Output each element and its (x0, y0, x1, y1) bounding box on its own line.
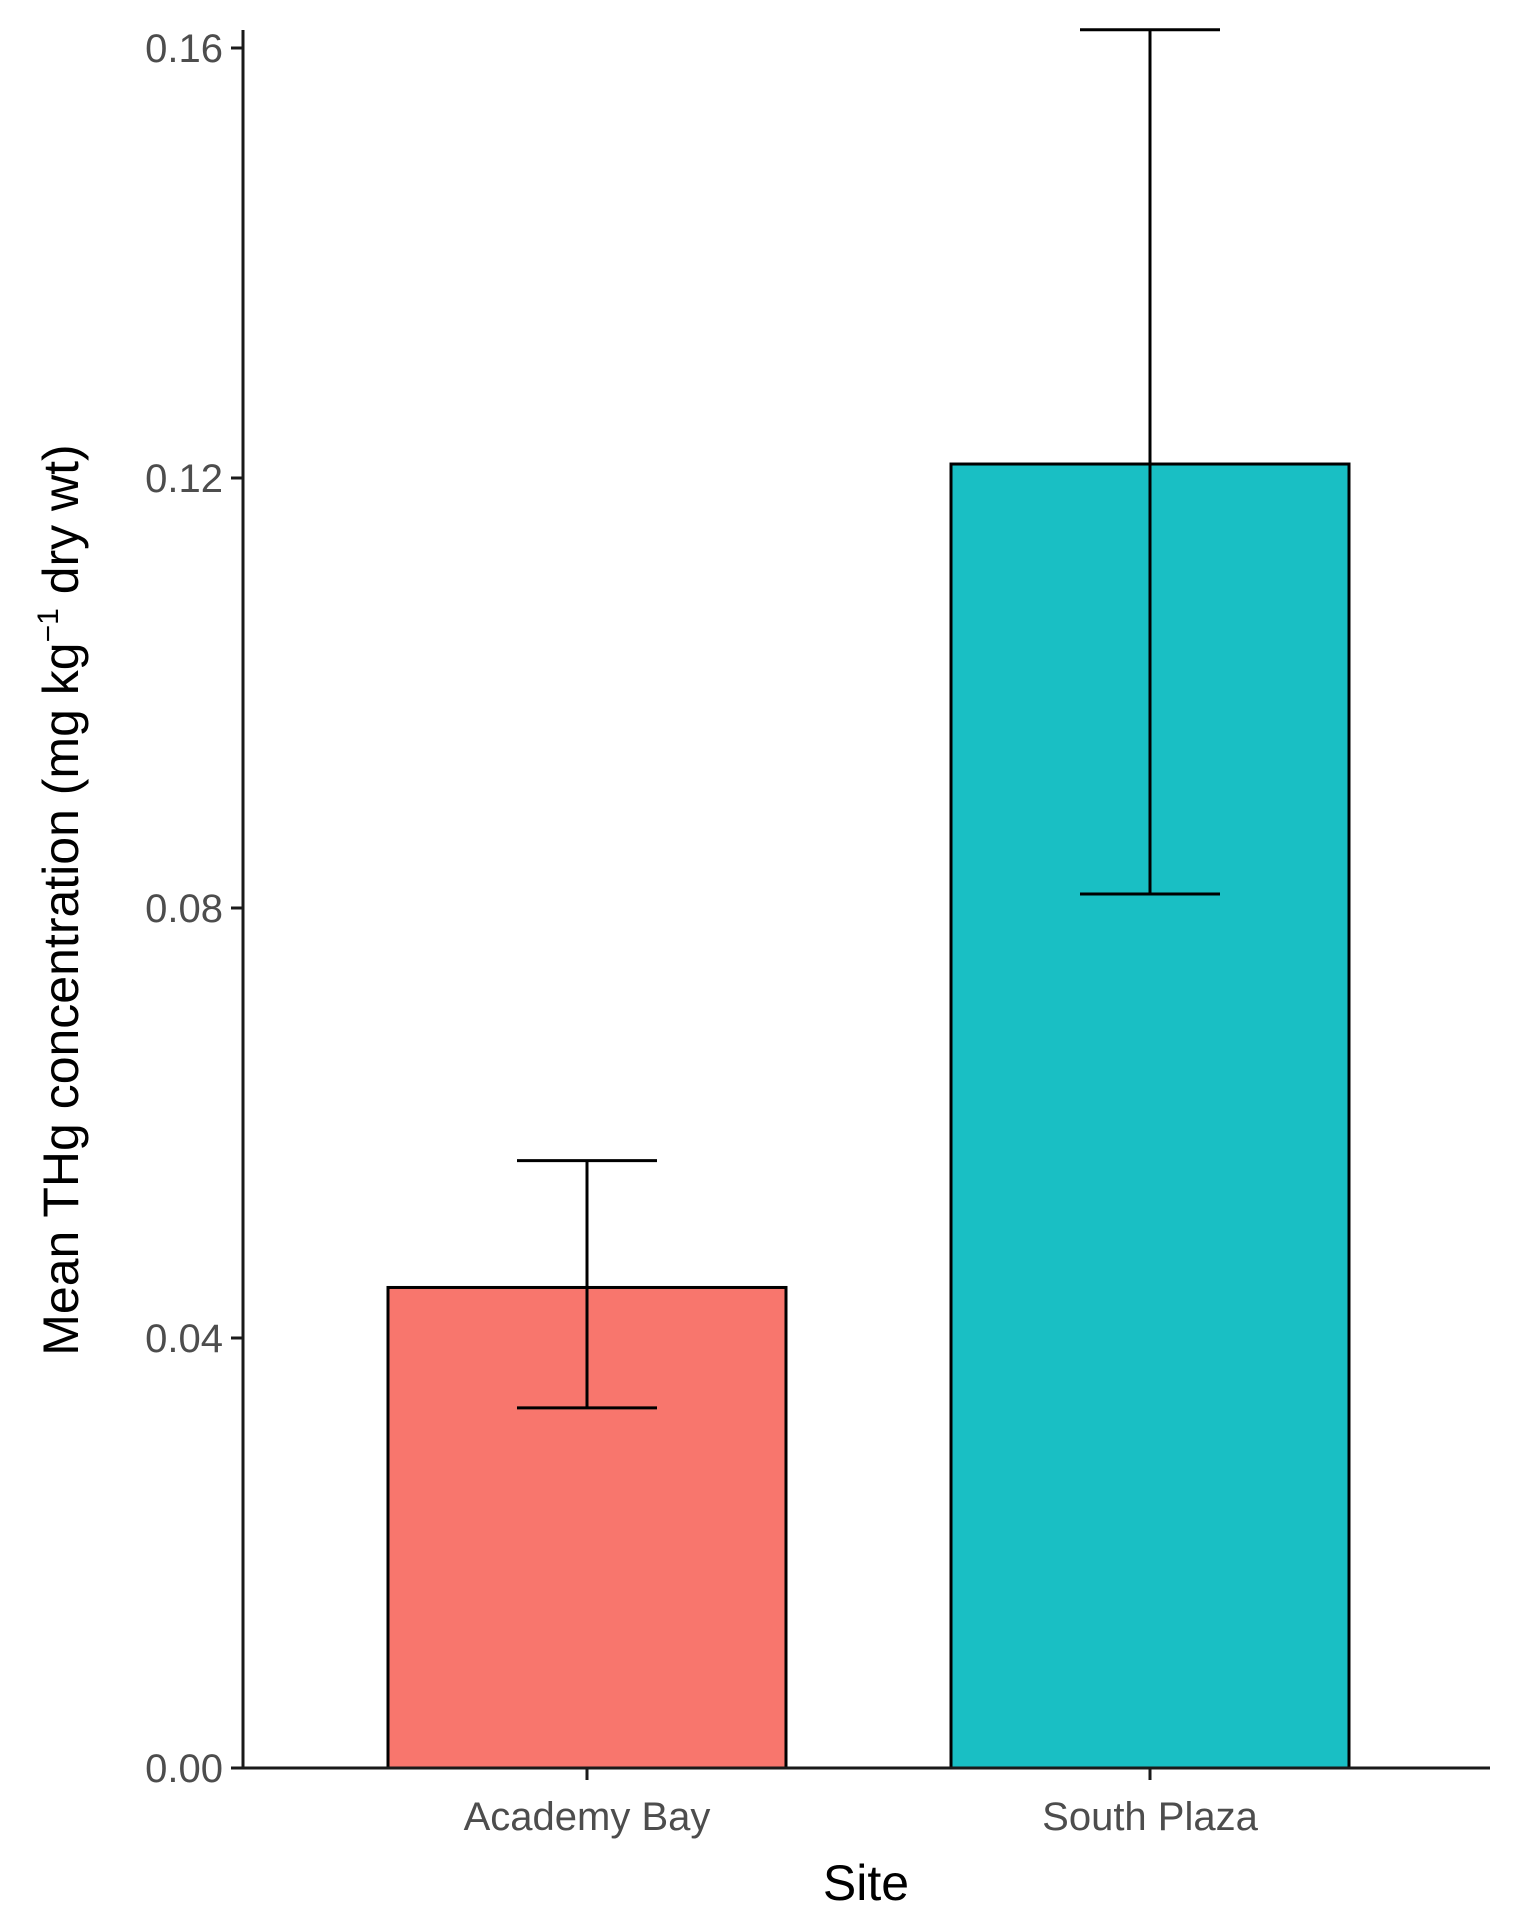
y-tick-label: 0.16 (145, 27, 223, 71)
y-tick-label: 0.12 (145, 457, 223, 501)
x-tick-label: Academy Bay (464, 1795, 711, 1839)
y-axis-title-prefix: Mean THg concentration (mg kg (33, 642, 89, 1355)
y-axis-title-suffix: dry wt) (33, 444, 89, 608)
y-axis-title: Mean THg concentration (mg kg−1 dry wt) (32, 444, 89, 1355)
error-bar (517, 1159, 657, 1410)
y-tick-label: 0.00 (145, 1747, 223, 1791)
y-tick-label: 0.08 (145, 887, 223, 931)
axes-layer (241, 30, 1490, 1770)
y-ticks-layer: 0.00 0.04 0.08 0.12 0.16 (145, 27, 243, 1791)
x-tick-label: South Plaza (1042, 1795, 1258, 1839)
x-ticks-layer: Academy Bay South Plaza (464, 1768, 1259, 1839)
bars-layer (386, 462, 1351, 1770)
error-bars-layer (517, 28, 1220, 1410)
y-axis-title-superscript: −1 (32, 608, 65, 642)
error-bar (1080, 28, 1220, 896)
x-axis-title: Site (823, 1855, 909, 1911)
y-tick-label: 0.04 (145, 1317, 223, 1361)
